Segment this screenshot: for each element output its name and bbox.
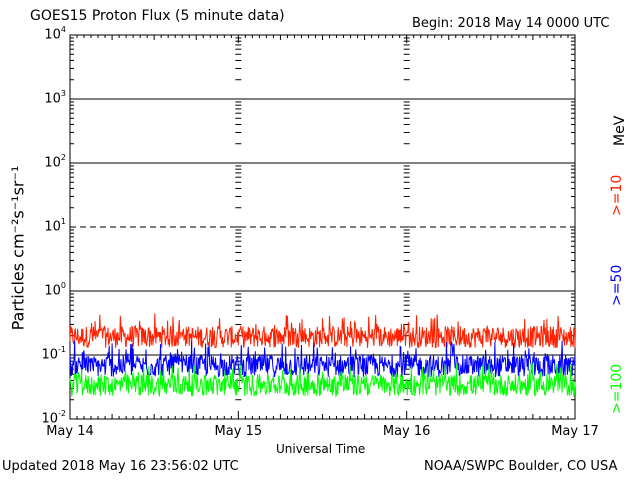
x-tick-label: May 17: [551, 424, 599, 439]
y-tick-exponent: -1: [58, 345, 66, 354]
series-line-ge10: [69, 313, 576, 349]
series-line-ge50: [69, 340, 576, 378]
y-tick-label: 104: [26, 25, 66, 43]
y-tick-label: 10-1: [26, 345, 66, 363]
y-tick-exponent: 3: [60, 89, 66, 98]
y-tick-base: 10: [44, 27, 61, 43]
y-tick-exponent: -2: [58, 409, 66, 418]
y-tick-base: 10: [44, 155, 61, 171]
x-tick-label: May 14: [46, 424, 94, 439]
begin-time: Begin: 2018 May 14 0000 UTC: [412, 16, 610, 31]
legend-unit-mev: MeV: [612, 115, 628, 146]
chart-title: GOES15 Proton Flux (5 minute data): [30, 8, 285, 24]
y-tick-label: 10-2: [26, 409, 66, 427]
y-tick-exponent: 4: [60, 25, 66, 34]
x-tick-label: May 15: [214, 424, 263, 439]
y-tick-label: 101: [26, 217, 66, 235]
y-tick-label: 100: [26, 281, 66, 299]
y-tick-base: 10: [41, 411, 59, 427]
y-tick-exponent: 2: [60, 153, 66, 162]
y-tick-base: 10: [44, 219, 61, 235]
y-tick-exponent: 0: [60, 281, 66, 290]
updated-timestamp: Updated 2018 May 16 23:56:02 UTC: [2, 459, 239, 474]
y-tick-label: 102: [26, 153, 66, 171]
legend-series-ge50: >=50: [609, 264, 625, 306]
series-line-ge100: [69, 362, 576, 398]
legend-series-ge100: >=100: [609, 363, 625, 414]
y-tick-base: 10: [41, 347, 59, 363]
y-axis-label: Particles cm⁻²s⁻¹sr⁻¹: [8, 165, 28, 331]
x-tick-label: May 16: [382, 424, 431, 439]
legend-series-ge10: >=10: [609, 174, 625, 216]
y-tick-exponent: 1: [60, 217, 66, 226]
y-tick-base: 10: [44, 91, 61, 107]
y-tick-base: 10: [44, 283, 61, 299]
x-axis-label: Universal Time: [276, 442, 366, 456]
credit-text: NOAA/SWPC Boulder, CO USA: [424, 459, 618, 474]
y-tick-label: 103: [26, 89, 66, 107]
